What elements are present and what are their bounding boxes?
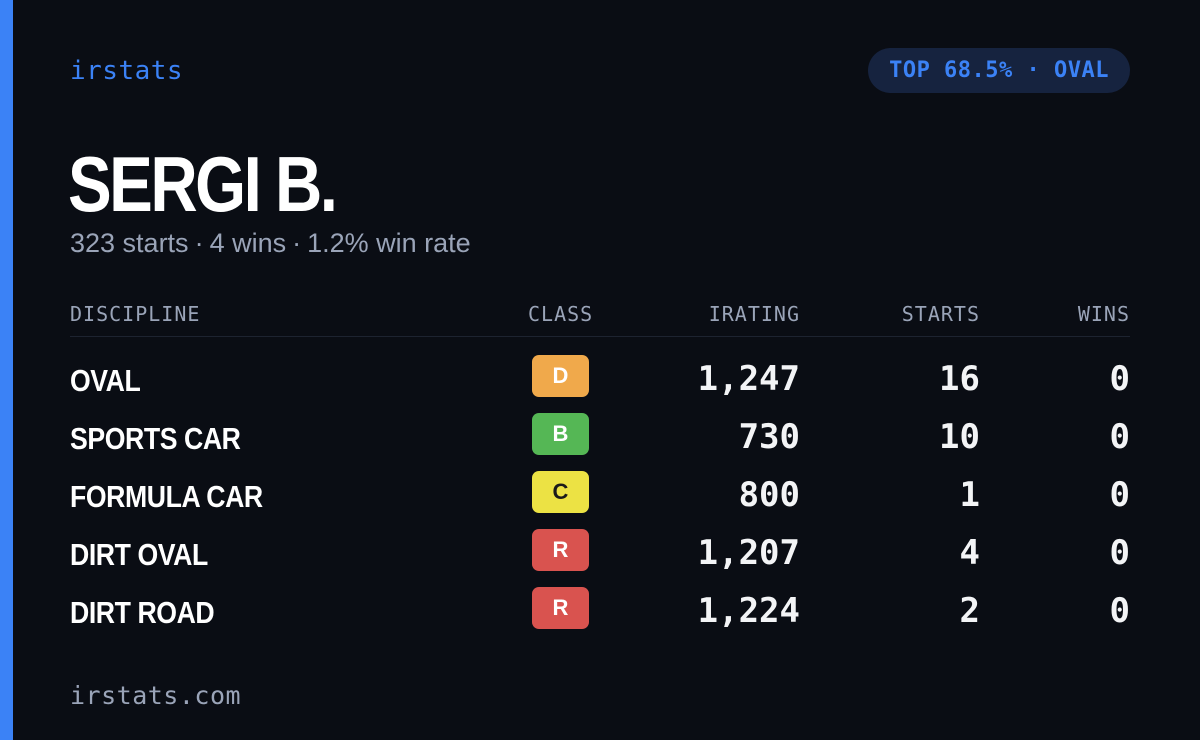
discipline-name: DIRT ROAD bbox=[70, 595, 215, 630]
wins-value: 0 bbox=[1109, 475, 1130, 515]
driver-summary: 323 starts · 4 wins · 1.2% win rate bbox=[70, 228, 471, 259]
header-starts: STARTS bbox=[901, 302, 980, 326]
starts-value: 16 bbox=[939, 359, 980, 399]
discipline-name: DIRT OVAL bbox=[70, 537, 208, 572]
summary-starts: 323 starts bbox=[70, 228, 189, 258]
discipline-table: DISCIPLINE CLASS IRATING STARTS WINS OVA… bbox=[70, 298, 1130, 645]
starts-value: 10 bbox=[939, 417, 980, 457]
rank-badge: TOP 68.5% · OVAL bbox=[868, 48, 1130, 93]
table-row: DIRT OVAL R 1,207 4 0 bbox=[70, 529, 1130, 587]
irating-value: 730 bbox=[738, 417, 800, 457]
irating-value: 1,247 bbox=[697, 359, 800, 399]
class-badge: C bbox=[532, 471, 589, 513]
summary-separator: · bbox=[292, 228, 302, 258]
table-row: OVAL D 1,247 16 0 bbox=[70, 355, 1130, 413]
wins-value: 0 bbox=[1109, 533, 1130, 573]
header-class: CLASS bbox=[528, 302, 594, 326]
wins-value: 0 bbox=[1109, 417, 1130, 457]
header-irating: IRATING bbox=[708, 302, 800, 326]
footer-url: irstats.com bbox=[70, 681, 242, 710]
header-discipline: DISCIPLINE bbox=[70, 302, 201, 326]
class-badge: R bbox=[532, 529, 589, 571]
table-row: DIRT ROAD R 1,224 2 0 bbox=[70, 587, 1130, 645]
driver-name: SERGI B. bbox=[68, 140, 338, 228]
irating-value: 1,207 bbox=[697, 533, 800, 573]
wins-value: 0 bbox=[1109, 591, 1130, 631]
starts-value: 1 bbox=[959, 475, 980, 515]
discipline-name: FORMULA CAR bbox=[70, 479, 263, 514]
table-row: SPORTS CAR B 730 10 0 bbox=[70, 413, 1130, 471]
wins-value: 0 bbox=[1109, 359, 1130, 399]
discipline-name: OVAL bbox=[70, 363, 141, 398]
table-header: DISCIPLINE CLASS IRATING STARTS WINS bbox=[70, 298, 1130, 337]
summary-win-rate: 1.2% win rate bbox=[307, 228, 471, 258]
irating-value: 1,224 bbox=[697, 591, 800, 631]
class-badge: D bbox=[532, 355, 589, 397]
summary-separator: · bbox=[194, 228, 204, 258]
class-badge: B bbox=[532, 413, 589, 455]
table-body: OVAL D 1,247 16 0 SPORTS CAR B 730 10 0 … bbox=[70, 355, 1130, 645]
irating-value: 800 bbox=[738, 475, 800, 515]
accent-bar bbox=[0, 0, 13, 740]
summary-wins: 4 wins bbox=[209, 228, 287, 258]
starts-value: 4 bbox=[959, 533, 980, 573]
class-badge: R bbox=[532, 587, 589, 629]
discipline-name: SPORTS CAR bbox=[70, 421, 241, 456]
starts-value: 2 bbox=[959, 591, 980, 631]
brand-logo: irstats bbox=[70, 56, 184, 86]
header-wins: WINS bbox=[1077, 302, 1130, 326]
table-row: FORMULA CAR C 800 1 0 bbox=[70, 471, 1130, 529]
